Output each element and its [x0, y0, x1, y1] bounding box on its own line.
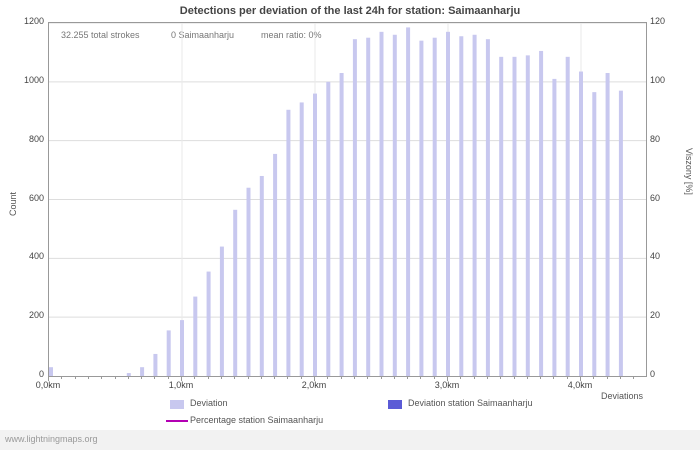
legend-swatch-deviation: [170, 400, 184, 409]
deviation-bar: [326, 81, 331, 376]
deviation-bar: [512, 56, 517, 376]
deviation-bar: [339, 73, 344, 376]
deviation-bar: [432, 37, 437, 376]
deviation-bar: [552, 78, 557, 376]
y-axis-right-tick-label: 100: [650, 74, 666, 85]
deviation-bar: [313, 93, 317, 376]
deviation-bar: [259, 175, 264, 376]
x-axis-tick-label: 1,0km: [168, 380, 194, 390]
deviation-bar: [472, 34, 477, 376]
legend-label-deviation-station: Deviation station Saimaanharju: [408, 398, 533, 408]
x-axis-label: Deviations: [600, 391, 643, 401]
y-axis-left-tick-label: 800: [28, 133, 44, 144]
deviation-bar: [485, 39, 490, 376]
deviation-bar: [579, 71, 583, 376]
x-axis-tick-label: 3,0km: [434, 380, 460, 390]
y-axis-right-tick-label: 20: [650, 310, 661, 321]
deviation-bar: [286, 109, 291, 376]
deviation-bar: [299, 102, 304, 376]
deviation-bar: [166, 330, 171, 376]
deviation-bar: [49, 367, 53, 376]
y-axis-right-tick-label: 60: [650, 192, 661, 203]
y-axis-right-tick-label: 120: [650, 16, 666, 26]
deviation-bar: [539, 50, 544, 376]
y-axis-left-tick-label: 0: [38, 369, 44, 379]
deviation-bar: [273, 153, 278, 376]
y-axis-left-tick-label: 200: [28, 310, 44, 321]
deviation-bar: [233, 209, 238, 376]
deviation-bar: [618, 90, 623, 376]
y-axis-left-tick-label: 400: [28, 251, 44, 262]
deviation-bar: [366, 37, 371, 376]
deviation-bar: [379, 31, 384, 376]
deviation-bar: [180, 320, 184, 376]
deviation-bar: [219, 246, 224, 376]
mean-ratio-annotation: mean ratio: 0%: [261, 30, 322, 40]
deviation-bar: [153, 353, 158, 376]
deviation-bar: [525, 55, 530, 376]
y-axis-left-tick-label: 1200: [23, 16, 44, 26]
deviation-bar: [406, 27, 411, 376]
deviation-bar: [565, 56, 570, 376]
deviation-bar: [499, 56, 504, 376]
y-axis-label-left: Count: [8, 191, 18, 216]
y-axis-right-tick-label: 40: [650, 251, 661, 262]
y-axis-label-right: Viszony [%]: [684, 148, 694, 195]
deviation-bar: [352, 39, 357, 376]
legend-label-percentage: Percentage station Saimaanharju: [190, 415, 324, 425]
station-strokes-annotation: 0 Saimaanharju: [171, 30, 235, 40]
footer-bar: www.lightningmaps.org: [0, 430, 700, 450]
x-axis-tick-label: 2,0km: [301, 380, 327, 390]
x-axis-tick-label: 4,0km: [567, 380, 593, 390]
legend-swatch-deviation-station: [388, 400, 402, 409]
deviation-bar: [126, 373, 131, 376]
deviation-bar: [446, 31, 450, 376]
deviation-bar: [246, 187, 251, 376]
deviation-bar: [592, 92, 597, 376]
x-axis-tick-label: 0,0km: [35, 380, 61, 390]
deviation-bar: [419, 40, 424, 376]
deviation-bar: [140, 367, 145, 376]
y-axis-right-tick-label: 80: [650, 133, 661, 144]
deviation-bar: [206, 271, 211, 376]
deviation-bar: [392, 34, 397, 376]
y-axis-right-tick-label: 0: [650, 369, 656, 379]
deviation-bar: [459, 36, 464, 376]
plot-area: 32.255 total strokes 0 Saimaanharju mean…: [48, 22, 647, 377]
total-strokes-annotation: 32.255 total strokes: [61, 30, 140, 40]
legend-label-deviation: Deviation: [190, 398, 228, 408]
chart-title: Detections per deviation of the last 24h…: [179, 5, 521, 17]
deviation-bar: [193, 296, 198, 376]
y-axis-left-tick-label: 1000: [23, 74, 44, 85]
deviation-bar: [605, 73, 610, 376]
legend-line-percentage: [166, 420, 188, 422]
bars-svg: [49, 23, 646, 376]
footer-watermark: www.lightningmaps.org: [5, 434, 98, 444]
